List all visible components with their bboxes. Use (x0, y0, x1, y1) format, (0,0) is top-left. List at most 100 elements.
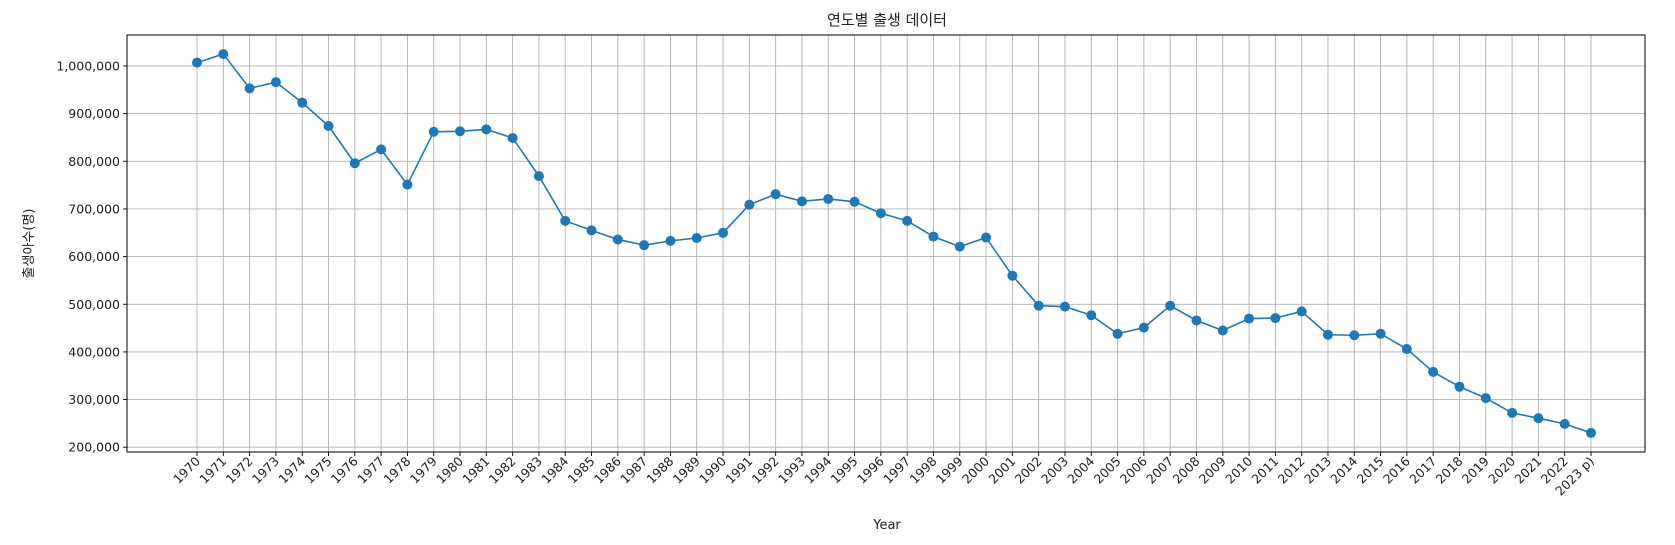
data-point (428, 126, 439, 137)
x-tick-label: 2019 (1459, 453, 1492, 486)
y-tick-label: 600,000 (68, 249, 120, 264)
data-point (481, 124, 492, 135)
data-point (1138, 322, 1149, 333)
x-tick-label: 1973 (249, 454, 282, 487)
data-point (1428, 366, 1439, 377)
y-tick-label: 300,000 (68, 392, 120, 407)
x-tick-label: 2010 (1222, 453, 1255, 486)
x-tick-label: 1988 (643, 453, 676, 486)
data-point (376, 144, 387, 155)
x-tick-label: 2016 (1380, 453, 1413, 486)
data-point (533, 171, 544, 182)
data-point (796, 196, 807, 207)
data-point (1296, 306, 1307, 317)
x-tick-label: 2015 (1354, 454, 1387, 487)
y-tick-label: 500,000 (68, 297, 120, 312)
data-point (507, 132, 518, 143)
x-axis-label: Year (872, 518, 901, 533)
x-tick-label: 2007 (1143, 454, 1176, 487)
data-point (1244, 313, 1255, 324)
data-point (1480, 393, 1491, 404)
data-point (586, 225, 597, 236)
data-point (612, 234, 623, 245)
data-point (1217, 325, 1228, 336)
chart-title: 연도별 출생 데이터 (827, 11, 947, 29)
data-point (455, 126, 466, 137)
x-tick-label: 2005 (1091, 454, 1124, 487)
data-point (297, 97, 308, 108)
x-tick-label: 1989 (670, 453, 703, 486)
y-tick-label: 900,000 (68, 106, 120, 121)
x-tick-label: 2013 (1301, 454, 1334, 487)
data-point (1086, 310, 1097, 321)
x-tick-label: 1999 (933, 453, 966, 486)
x-tick-label: 1970 (170, 453, 203, 486)
series-line (196, 53, 1592, 434)
data-point (1349, 330, 1360, 341)
x-tick-label: 1982 (486, 454, 519, 487)
data-point (1559, 418, 1570, 429)
data-point (560, 215, 571, 226)
x-tick-label: 2003 (1038, 454, 1071, 487)
data-point (981, 232, 992, 243)
x-tick-label: 1981 (459, 454, 492, 487)
data-point (718, 227, 729, 238)
data-point (1112, 328, 1123, 339)
grid (127, 35, 1645, 452)
x-tick-label: 2017 (1406, 454, 1439, 487)
data-point (665, 235, 676, 246)
x-tick-label: 1972 (223, 454, 256, 487)
data-point (954, 241, 965, 252)
x-tick-label: 1996 (854, 453, 887, 486)
x-tick-label: 1986 (591, 453, 624, 486)
data-series (192, 49, 1596, 438)
data-point (244, 83, 255, 94)
x-tick-label: 1994 (801, 453, 834, 486)
data-point (1165, 300, 1176, 311)
x-tick-label: 1980 (433, 453, 466, 486)
y-tick-label: 400,000 (68, 344, 120, 359)
x-tick-label: 2009 (1196, 453, 1229, 486)
x-tick-label: 2012 (1275, 454, 1308, 487)
y-tick-label: 200,000 (68, 440, 120, 455)
x-tick-label: 2001 (985, 454, 1018, 487)
x-tick-label: 1974 (275, 453, 308, 486)
x-tick-label: 1979 (407, 453, 440, 486)
data-point (849, 196, 860, 207)
x-tick-label: 2021 (1511, 454, 1544, 487)
x-tick-label: 2020 (1485, 453, 1518, 486)
data-point (1507, 407, 1518, 418)
data-point (770, 189, 781, 200)
data-point (639, 240, 650, 251)
x-tick-label: 1978 (380, 453, 413, 486)
data-point (744, 199, 755, 210)
data-point (1401, 344, 1412, 355)
data-point (1033, 300, 1044, 311)
data-point (1454, 381, 1465, 392)
x-tick-label: 1975 (302, 454, 335, 487)
x-tick-label: 2014 (1327, 453, 1360, 486)
x-tick-label: 1997 (880, 454, 913, 487)
data-point (1270, 313, 1281, 324)
y-tick-label: 700,000 (68, 201, 120, 216)
data-point (1191, 315, 1202, 326)
x-tick-label: 1977 (354, 454, 387, 487)
x-tick-label: 1971 (196, 454, 229, 487)
x-tick-label: 1992 (749, 454, 782, 487)
y-axis-label: 출생아수(명) (22, 209, 37, 279)
x-tick-label: 2002 (1012, 454, 1045, 487)
y-tick-label: 800,000 (68, 154, 120, 169)
x-tick-label: 1995 (828, 454, 861, 487)
data-point (691, 233, 702, 244)
data-point (875, 208, 886, 219)
data-point (1533, 413, 1544, 424)
x-tick-label: 1985 (565, 454, 598, 487)
x-tick-label: 1983 (512, 454, 545, 487)
x-tick-label: 1987 (617, 454, 650, 487)
x-tick-label: 2000 (959, 453, 992, 486)
data-point (323, 121, 334, 132)
data-point (823, 193, 834, 204)
data-point (402, 179, 413, 190)
x-tick-label: 2018 (1433, 453, 1466, 486)
